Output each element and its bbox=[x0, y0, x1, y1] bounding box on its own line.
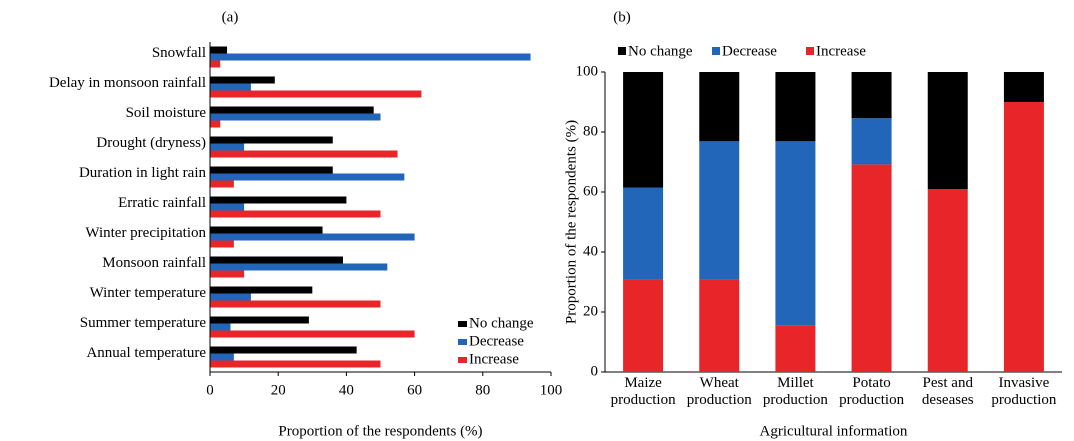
y-tick-label: 80 bbox=[583, 123, 598, 139]
y-tick-label: Drought (dryness) bbox=[96, 135, 206, 151]
bar bbox=[210, 60, 221, 68]
bar bbox=[210, 53, 531, 61]
x-tick-label: 80 bbox=[475, 382, 490, 398]
panel-label: (a) bbox=[222, 9, 239, 25]
bar bbox=[210, 83, 251, 91]
bar bbox=[210, 120, 221, 128]
bar bbox=[210, 203, 245, 211]
y-tick-label: Annual temperature bbox=[86, 345, 206, 361]
bar-segment bbox=[623, 187, 664, 280]
y-axis-title: Proportion of the respondents (%) bbox=[563, 120, 579, 324]
legend-swatch bbox=[458, 339, 467, 345]
legend-swatch bbox=[806, 47, 814, 55]
x-tick-label: 100 bbox=[540, 382, 563, 398]
bar bbox=[210, 143, 245, 151]
legend-swatch bbox=[458, 321, 467, 327]
x-axis-title: Agricultural information bbox=[760, 423, 908, 439]
bar bbox=[210, 353, 234, 361]
bar bbox=[210, 330, 415, 338]
x-tick-label: 20 bbox=[271, 382, 286, 398]
x-axis-title: Proportion of the respondents (%) bbox=[278, 423, 482, 439]
legend-label: Decrease bbox=[469, 333, 524, 349]
y-tick-label: Summer temperature bbox=[80, 315, 207, 331]
bar bbox=[210, 323, 231, 331]
y-tick-label: 60 bbox=[583, 183, 598, 199]
bar bbox=[210, 240, 234, 248]
x-tick-label: Potato production bbox=[839, 375, 905, 408]
bar bbox=[210, 360, 381, 368]
bar bbox=[210, 180, 234, 188]
x-tick-label: Wheat production bbox=[686, 375, 752, 408]
bar-segment bbox=[699, 141, 740, 280]
y-tick-label: Monsoon rainfall bbox=[102, 255, 206, 271]
y-tick-label: Delay in monsoon rainfall bbox=[49, 75, 206, 91]
bar-segment bbox=[851, 118, 892, 165]
y-tick-label: Erratic rainfall bbox=[118, 195, 206, 211]
y-tick-label: Soil moisture bbox=[126, 105, 207, 121]
legend-swatch bbox=[458, 357, 467, 363]
bar bbox=[210, 90, 422, 98]
bar bbox=[210, 286, 313, 294]
bar-segment bbox=[1003, 72, 1044, 102]
y-tick-label: Duration in light rain bbox=[79, 165, 207, 181]
bar-segment bbox=[623, 72, 664, 188]
x-tick-label: 0 bbox=[206, 382, 214, 398]
panel-label: (b) bbox=[613, 9, 631, 25]
x-tick-label: 60 bbox=[407, 382, 422, 398]
bar bbox=[210, 233, 415, 241]
bar bbox=[210, 136, 333, 144]
bar-segment bbox=[927, 189, 968, 372]
bar bbox=[210, 226, 323, 234]
legend-label: No change bbox=[469, 315, 534, 331]
x-tick-label: 40 bbox=[339, 382, 354, 398]
x-tick-label: Millet production bbox=[762, 375, 828, 408]
y-tick-label: 40 bbox=[583, 243, 598, 259]
bar bbox=[210, 293, 251, 301]
y-tick-label: 0 bbox=[591, 363, 599, 379]
bar bbox=[210, 316, 309, 324]
legend-label: No change bbox=[628, 43, 693, 59]
bar bbox=[210, 46, 228, 54]
bar bbox=[210, 300, 381, 308]
legend-swatch bbox=[618, 47, 626, 55]
bar-segment bbox=[623, 279, 664, 372]
legend-label: Increase bbox=[816, 43, 866, 59]
bar bbox=[210, 150, 398, 158]
bar-segment bbox=[851, 72, 892, 119]
bar-segment bbox=[699, 72, 740, 142]
bar bbox=[210, 76, 275, 84]
legend-label: Increase bbox=[469, 351, 519, 367]
bar-segment bbox=[775, 325, 816, 372]
bar-segment bbox=[1003, 102, 1044, 372]
y-tick-label: Winter precipitation bbox=[85, 225, 206, 241]
y-tick-label: Winter temperature bbox=[90, 285, 207, 301]
x-tick-label: Maize production bbox=[610, 375, 676, 408]
x-tick-label: Invasive production bbox=[991, 375, 1057, 408]
bar-segment bbox=[775, 141, 816, 326]
bar-segment bbox=[699, 279, 740, 372]
bar bbox=[210, 346, 357, 354]
legend-swatch bbox=[712, 47, 720, 55]
bar bbox=[210, 196, 347, 204]
bar bbox=[210, 270, 245, 278]
bar bbox=[210, 210, 381, 218]
bar bbox=[210, 263, 388, 271]
y-tick-label: Snowfall bbox=[152, 45, 206, 61]
bar bbox=[210, 166, 333, 174]
legend-label: Decrease bbox=[722, 43, 777, 59]
y-tick-label: 100 bbox=[576, 63, 599, 79]
bar bbox=[210, 106, 374, 114]
x-tick-label: Pest and deseases bbox=[921, 375, 974, 408]
bar bbox=[210, 173, 405, 181]
bar-segment bbox=[927, 72, 968, 189]
y-tick-label: 20 bbox=[583, 303, 598, 319]
bar bbox=[210, 113, 381, 121]
bar-segment bbox=[775, 72, 816, 142]
bar-segment bbox=[851, 164, 892, 372]
bar bbox=[210, 256, 343, 264]
